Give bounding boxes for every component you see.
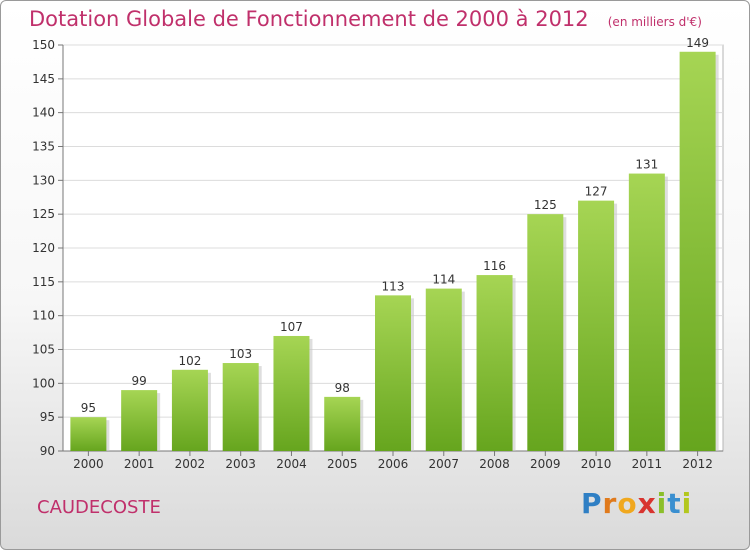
logo-letter: i [656, 487, 668, 520]
chart-title: Dotation Globale de Fonctionnement de 20… [29, 7, 702, 31]
y-tick-label: 110 [32, 309, 55, 323]
x-tick-label: 2007 [428, 457, 459, 471]
y-tick-label: 95 [40, 410, 55, 424]
logo-letter: r [602, 487, 618, 520]
y-tick-label: 150 [32, 38, 55, 52]
x-tick-label: 2001 [124, 457, 155, 471]
data-label: 95 [81, 401, 96, 415]
data-label: 102 [178, 354, 201, 368]
bar [476, 275, 513, 451]
chart-title-unit: (en milliers d'€) [607, 15, 702, 29]
y-tick-label: 140 [32, 106, 55, 120]
x-tick-label: 2010 [581, 457, 612, 471]
data-label: 114 [432, 273, 455, 287]
bar [679, 51, 716, 452]
x-tick-label: 2011 [632, 457, 663, 471]
data-label: 107 [280, 320, 303, 334]
data-label: 131 [635, 158, 658, 172]
x-tick-label: 2009 [530, 457, 561, 471]
y-tick-label: 130 [32, 173, 55, 187]
logo-letter: P [581, 487, 603, 520]
bar [70, 417, 107, 451]
data-label: 116 [483, 259, 506, 273]
x-tick-label: 2000 [73, 457, 104, 471]
logo-letter: i [681, 487, 693, 520]
data-label: 99 [132, 374, 147, 388]
x-tick-label: 2003 [225, 457, 256, 471]
y-tick-label: 135 [32, 140, 55, 154]
y-tick-label: 90 [40, 444, 55, 458]
bar [628, 173, 665, 452]
bar [375, 295, 411, 451]
bar [324, 396, 361, 451]
y-tick-label: 120 [32, 241, 55, 255]
x-tick-label: 2012 [682, 457, 713, 471]
y-tick-label: 105 [32, 343, 55, 357]
logo-letter: o [617, 487, 638, 520]
bar [121, 390, 158, 451]
bar [527, 214, 564, 451]
y-tick-label: 115 [32, 275, 55, 289]
bar [273, 335, 310, 451]
y-tick-label: 125 [32, 207, 55, 221]
data-label: 125 [534, 198, 557, 212]
data-label: 113 [382, 279, 405, 293]
logo-letter: t [667, 487, 682, 520]
logo-letter: x [637, 487, 657, 520]
x-tick-label: 2008 [479, 457, 510, 471]
x-tick-label: 2006 [378, 457, 409, 471]
bar [171, 369, 208, 451]
data-label: 127 [585, 185, 608, 199]
proxiti-logo: Proxiti [581, 487, 692, 520]
x-tick-label: 2002 [175, 457, 206, 471]
chart-title-main: Dotation Globale de Fonctionnement de 20… [29, 7, 589, 31]
data-label: 149 [686, 36, 709, 50]
bar [222, 363, 259, 451]
x-tick-label: 2005 [327, 457, 358, 471]
y-tick-label: 145 [32, 72, 55, 86]
y-tick-label: 100 [32, 376, 55, 390]
x-tick-label: 2004 [276, 457, 307, 471]
data-label: 103 [229, 347, 252, 361]
bar [578, 200, 615, 451]
data-label: 98 [335, 381, 350, 395]
bar [425, 288, 462, 451]
commune-name: CAUDECOSTE [37, 497, 161, 518]
